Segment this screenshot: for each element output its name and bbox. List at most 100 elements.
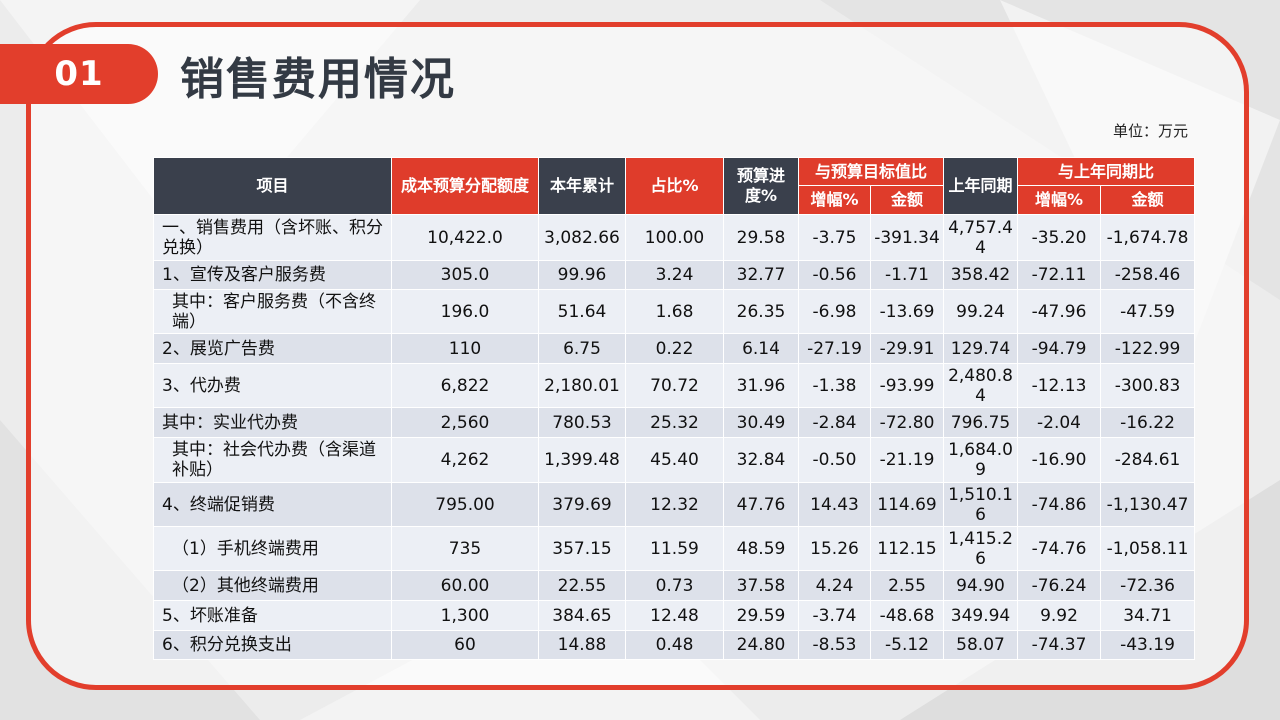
table-row: （1）手机终端费用 735 357.15 11.59 48.59 15.26 1… — [153, 526, 1196, 571]
cell-budget: 4,262 — [391, 437, 539, 483]
cell-ytd: 99.96 — [538, 260, 626, 290]
cell-progress: 32.77 — [723, 260, 799, 290]
cell-budget: 1,300 — [391, 600, 539, 631]
cell-last-amount: -258.46 — [1100, 260, 1196, 290]
cell-last-amount: -1,058.11 — [1100, 526, 1196, 571]
cell-ratio: 0.22 — [625, 333, 724, 364]
table-row: 2、展览广告费 110 6.75 0.22 6.14 -27.19 -29.91… — [153, 333, 1196, 364]
cell-budget-amount: -93.99 — [869, 363, 945, 408]
table-row: 其中：实业代办费 2,560 780.53 25.32 30.49 -2.84 … — [153, 407, 1196, 438]
header-item: 项目 — [153, 157, 392, 215]
cell-budget-rate: -3.74 — [798, 600, 871, 631]
cell-ratio: 11.59 — [625, 526, 724, 571]
header-vs-last-amount: 金额 — [1100, 185, 1196, 215]
cell-last-rate: -2.04 — [1017, 407, 1102, 438]
cell-ratio: 0.48 — [625, 630, 724, 660]
cell-budget-rate: 4.24 — [798, 570, 871, 601]
cell-last-year: 94.90 — [943, 570, 1019, 601]
cell-last-amount: -122.99 — [1100, 333, 1196, 364]
cell-ratio: 70.72 — [625, 363, 724, 408]
page-title: 销售费用情况 — [180, 54, 456, 105]
sales-expense-table: 项目 成本预算分配额度 本年累计 占比% 预算进度% 与预算目标值比 上年同期 … — [153, 157, 1196, 660]
cell-last-rate: -47.96 — [1017, 289, 1102, 334]
cell-ratio: 12.48 — [625, 600, 724, 631]
cell-last-amount: -300.83 — [1100, 363, 1196, 408]
cell-last-rate: -72.11 — [1017, 260, 1102, 290]
table-row: 6、积分兑换支出 60 14.88 0.48 24.80 -8.53 -5.12… — [153, 630, 1196, 660]
row-name: 6、积分兑换支出 — [153, 630, 392, 660]
table-row: 其中：社会代办费（含渠道补贴） 4,262 1,399.48 45.40 32.… — [153, 437, 1196, 483]
table-row: 4、终端促销费 795.00 379.69 12.32 47.76 14.43 … — [153, 482, 1196, 527]
table-row: 5、坏账准备 1,300 384.65 12.48 29.59 -3.74 -4… — [153, 600, 1196, 631]
cell-budget-amount: -13.69 — [869, 289, 945, 334]
cell-budget-rate: 14.43 — [798, 482, 871, 527]
cell-last-amount: -47.59 — [1100, 289, 1196, 334]
cell-budget-rate: 15.26 — [798, 526, 871, 571]
cell-ratio: 45.40 — [625, 437, 724, 483]
cell-last-amount: -43.19 — [1100, 630, 1196, 660]
cell-ytd: 22.55 — [538, 570, 626, 601]
cell-last-rate: -94.79 — [1017, 333, 1102, 364]
cell-last-rate: -74.86 — [1017, 482, 1102, 527]
cell-progress: 37.58 — [723, 570, 799, 601]
cell-ytd: 14.88 — [538, 630, 626, 660]
cell-budget: 196.0 — [391, 289, 539, 334]
cell-ratio: 25.32 — [625, 407, 724, 438]
section-number-badge: 01 — [0, 44, 158, 104]
cell-last-year: 358.42 — [943, 260, 1019, 290]
header-last-year: 上年同期 — [943, 157, 1019, 215]
header-vs-budget: 与预算目标值比 — [797, 157, 945, 186]
cell-budget-rate: -27.19 — [798, 333, 871, 364]
cell-ratio: 100.00 — [625, 214, 724, 261]
cell-last-year: 2,480.84 — [943, 363, 1019, 408]
cell-last-amount: -1,130.47 — [1100, 482, 1196, 527]
cell-last-rate: -35.20 — [1017, 214, 1102, 261]
cell-progress: 47.76 — [723, 482, 799, 527]
cell-ytd: 3,082.66 — [538, 214, 626, 261]
cell-budget-amount: -29.91 — [869, 333, 945, 364]
cell-progress: 29.58 — [723, 214, 799, 261]
cell-ratio: 1.68 — [625, 289, 724, 334]
cell-budget-rate: -1.38 — [798, 363, 871, 408]
cell-last-year: 1,684.09 — [943, 437, 1019, 483]
cell-budget: 305.0 — [391, 260, 539, 290]
cell-ytd: 51.64 — [538, 289, 626, 334]
cell-budget-amount: -391.34 — [869, 214, 945, 261]
cell-ytd: 6.75 — [538, 333, 626, 364]
cell-budget: 2,560 — [391, 407, 539, 438]
cell-last-year: 349.94 — [943, 600, 1019, 631]
row-name: 2、展览广告费 — [153, 333, 392, 364]
row-name: （2）其他终端费用 — [153, 570, 392, 601]
header-ratio: 占比% — [625, 157, 724, 215]
row-name: 一、销售费用（含坏账、积分兑换） — [153, 214, 392, 261]
cell-budget-rate: -3.75 — [798, 214, 871, 261]
header-budget: 成本预算分配额度 — [391, 157, 539, 215]
cell-ytd: 357.15 — [538, 526, 626, 571]
cell-budget-amount: 2.55 — [869, 570, 945, 601]
header-ytd: 本年累计 — [538, 157, 626, 215]
cell-progress: 48.59 — [723, 526, 799, 571]
table-row: 其中：客户服务费（不含终端） 196.0 51.64 1.68 26.35 -6… — [153, 289, 1196, 334]
cell-ratio: 12.32 — [625, 482, 724, 527]
row-name: 其中：社会代办费（含渠道补贴） — [153, 437, 392, 483]
header-vs-last-year: 与上年同期比 — [1017, 157, 1196, 186]
cell-budget-rate: -6.98 — [798, 289, 871, 334]
cell-budget: 10,422.0 — [391, 214, 539, 261]
header-vs-budget-rate: 增幅% — [798, 185, 871, 215]
cell-last-rate: -16.90 — [1017, 437, 1102, 483]
row-name: 5、坏账准备 — [153, 600, 392, 631]
cell-budget: 795.00 — [391, 482, 539, 527]
cell-progress: 24.80 — [723, 630, 799, 660]
cell-last-year: 58.07 — [943, 630, 1019, 660]
cell-budget-amount: -5.12 — [869, 630, 945, 660]
cell-budget: 110 — [391, 333, 539, 364]
row-name: 其中：实业代办费 — [153, 407, 392, 438]
cell-ytd: 384.65 — [538, 600, 626, 631]
cell-budget-amount: -21.19 — [869, 437, 945, 483]
header-progress: 预算进度% — [723, 157, 799, 215]
row-name: 4、终端促销费 — [153, 482, 392, 527]
cell-ytd: 1,399.48 — [538, 437, 626, 483]
cell-ytd: 379.69 — [538, 482, 626, 527]
cell-last-amount: -72.36 — [1100, 570, 1196, 601]
table-row: 3、代办费 6,822 2,180.01 70.72 31.96 -1.38 -… — [153, 363, 1196, 408]
